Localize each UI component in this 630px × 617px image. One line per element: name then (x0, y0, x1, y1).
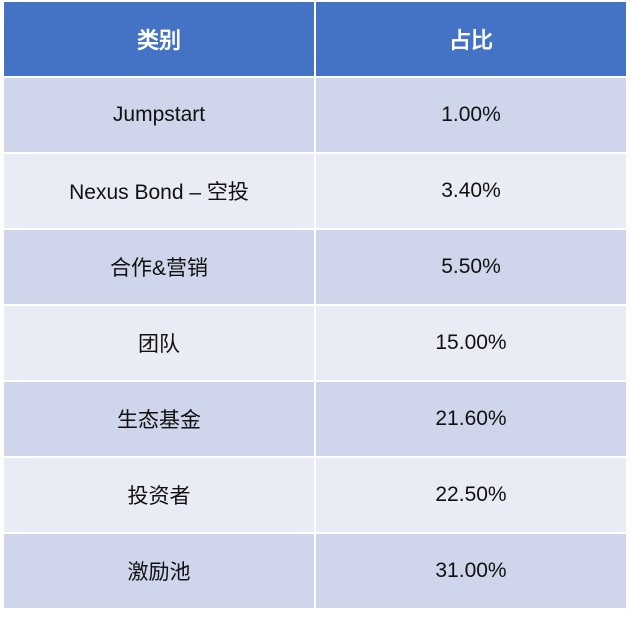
table-row: 团队 15.00% (2, 304, 628, 382)
category-cell: Jumpstart (2, 76, 316, 154)
table-row: Jumpstart 1.00% (2, 76, 628, 154)
share-cell: 22.50% (314, 456, 628, 534)
share-cell: 3.40% (314, 152, 628, 230)
category-cell: Nexus Bond – 空投 (2, 152, 316, 230)
share-cell: 15.00% (314, 304, 628, 382)
category-cell: 团队 (2, 304, 316, 382)
table-row: Nexus Bond – 空投 3.40% (2, 152, 628, 230)
share-cell: 1.00% (314, 76, 628, 154)
header-cell: 类别 (2, 0, 316, 78)
table-row: 合作&营销 5.50% (2, 228, 628, 306)
category-cell: 激励池 (2, 532, 316, 610)
table-row: 生态基金 21.60% (2, 380, 628, 458)
table-body: Jumpstart 1.00% Nexus Bond – 空投 3.40% 合作&营销 5… (2, 76, 628, 610)
share-cell: 5.50% (314, 228, 628, 306)
category-cell: 生态基金 (2, 380, 316, 458)
table-row: 激励池 31.00% (2, 532, 628, 610)
share-cell: 21.60% (314, 380, 628, 458)
category-cell: 合作&营销 (2, 228, 316, 306)
header-row: 类别 占比 (2, 0, 628, 78)
table-row: 投资者 22.50% (2, 456, 628, 534)
share-cell: 31.00% (314, 532, 628, 610)
category-cell: 投资者 (2, 456, 316, 534)
table-head: 类别 占比 (2, 0, 628, 78)
header-cell: 占比 (314, 0, 628, 78)
